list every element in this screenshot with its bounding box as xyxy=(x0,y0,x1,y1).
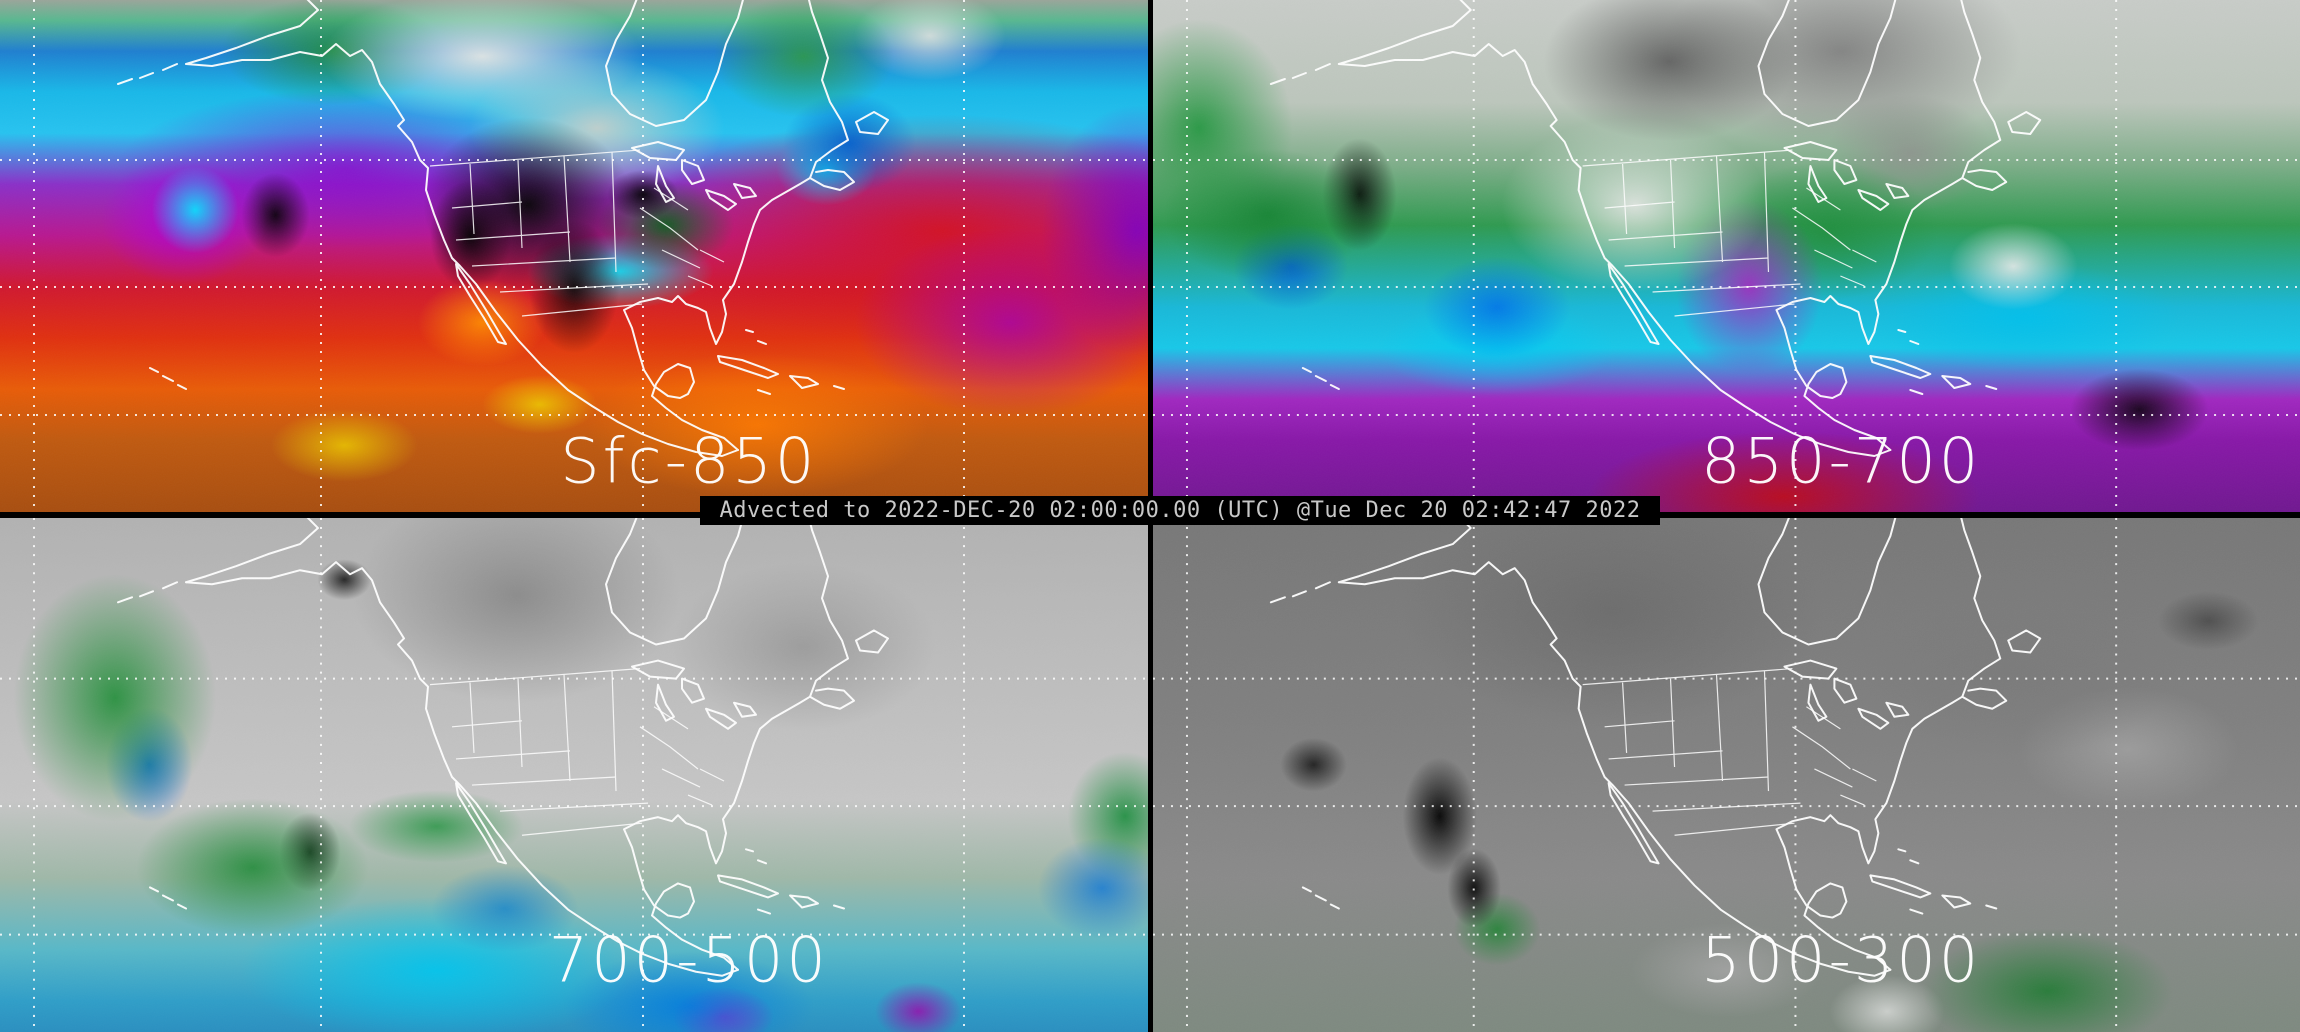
panel-label-700-500: 700-500 xyxy=(548,923,829,997)
panel-label-850-700: 850-700 xyxy=(1701,424,1982,498)
panel-sfc-850: Sfc-850 xyxy=(0,0,1148,512)
timestamp-banner: Advected to 2022-DEC-20 02:00:00.00 (UTC… xyxy=(700,496,1660,525)
panel-500-300: 500-300 xyxy=(1153,518,2300,1032)
panel-label-sfc-850: Sfc-850 xyxy=(560,424,818,498)
panel-label-500-300: 500-300 xyxy=(1701,923,1982,997)
panel-850-700: 850-700 xyxy=(1153,0,2300,512)
panel-700-500: 700-500 xyxy=(0,518,1148,1032)
